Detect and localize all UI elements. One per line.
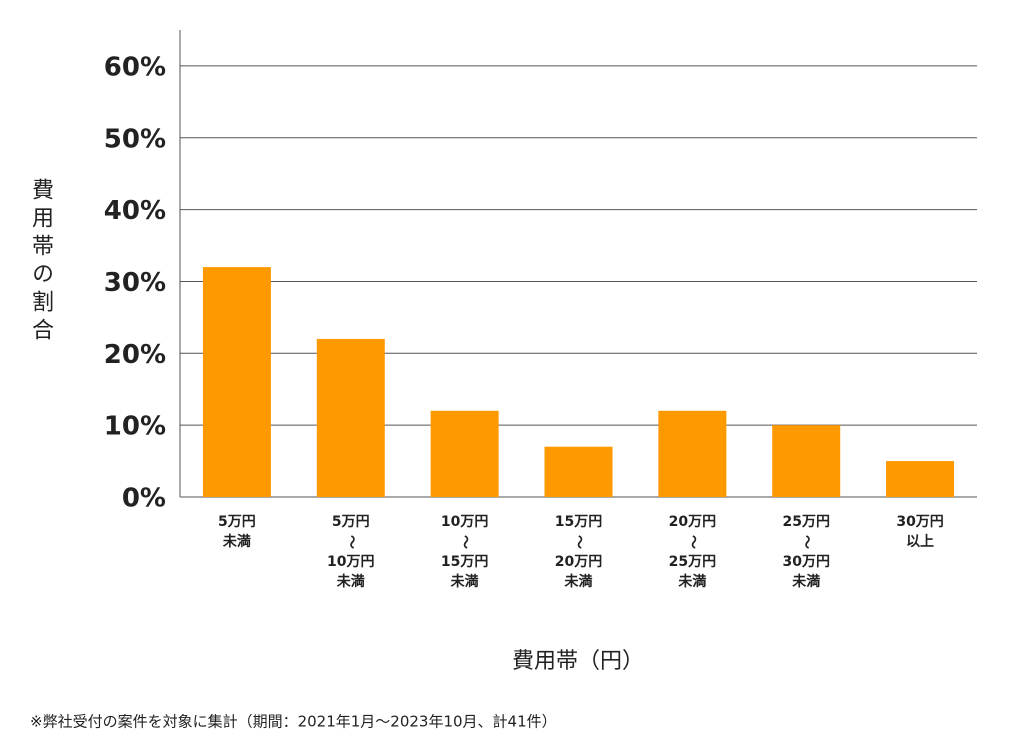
x-tick-label: 5万円: [218, 514, 256, 530]
x-tick-label: 15万円: [555, 514, 602, 530]
x-tick-label: 30万円: [896, 514, 943, 530]
x-tick-label: 20万円: [555, 554, 602, 570]
x-tick-label: 25万円: [782, 514, 829, 530]
x-tick-label: 10万円: [327, 554, 374, 570]
x-tick-label: ～: [457, 535, 473, 549]
y-axis-label: 費用帯の割合: [28, 178, 54, 346]
x-tick-label: 未満: [451, 573, 479, 590]
x-tick-label: 30万円: [782, 554, 829, 570]
y-tick-label: 30%: [104, 268, 166, 298]
y-tick-label: 0%: [122, 484, 166, 514]
bar: [658, 410, 727, 497]
y-tick-label: 50%: [104, 124, 166, 154]
bar: [202, 267, 271, 497]
x-axis-label: 費用帯（円）: [512, 649, 644, 674]
x-tick-label: ～: [343, 535, 359, 549]
bar: [430, 410, 499, 497]
y-tick-label: 40%: [104, 196, 166, 226]
y-tick-label: 60%: [104, 52, 166, 82]
x-tick-label: 未満: [792, 573, 820, 590]
x-tick-label: 未満: [223, 533, 251, 550]
x-tick-label: 以上: [906, 534, 934, 550]
bar: [316, 338, 385, 497]
footnote: ※弊社受付の案件を対象に集計（期間：2021年1月～2023年10月、計41件）: [30, 713, 557, 731]
bar: [544, 446, 613, 497]
x-tick-label: 未満: [565, 573, 593, 590]
x-tick-label: 未満: [678, 573, 706, 590]
x-tick-label: 25万円: [669, 554, 716, 570]
x-tick-label: ～: [798, 535, 814, 549]
x-tick-label: 5万円: [332, 514, 370, 530]
x-tick-label: 20万円: [669, 514, 716, 530]
x-tick-label: 15万円: [441, 554, 488, 570]
x-tick-label: 10万円: [441, 514, 488, 530]
y-tick-label: 20%: [104, 340, 166, 370]
bar: [886, 461, 955, 497]
x-tick-label: ～: [684, 535, 700, 549]
x-tick-label: ～: [571, 535, 587, 549]
y-tick-label: 10%: [104, 412, 166, 442]
bar: [772, 425, 841, 497]
x-tick-label: 未満: [337, 573, 365, 590]
